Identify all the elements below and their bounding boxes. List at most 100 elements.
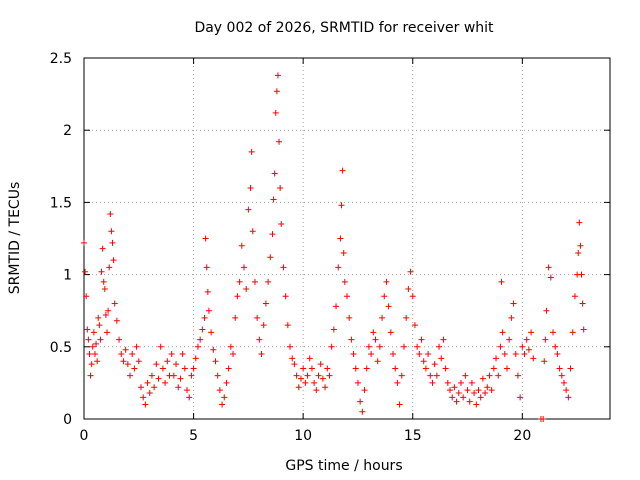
data-point [262,300,269,307]
data-point [105,307,112,314]
data-point [186,394,193,401]
data-point [297,375,304,382]
data-point [357,398,364,405]
data-point [510,300,517,307]
x-axis-label: GPS time / hours [285,458,402,474]
data-points [81,72,587,422]
data-point [175,384,182,391]
data-point [354,379,361,386]
data-point [88,361,95,368]
data-point [545,264,552,271]
data-point [479,375,486,382]
data-point [493,355,500,362]
data-point [457,379,464,386]
data-point [267,254,274,261]
data-point [385,303,392,310]
data-point [543,307,550,314]
data-point [431,361,438,368]
data-point [192,355,199,362]
data-point [289,355,296,362]
data-point [184,387,191,394]
data-point [541,358,548,365]
data-point [484,384,491,391]
data-point [462,372,469,379]
data-point [453,398,460,405]
data-point [89,343,96,350]
data-point [190,365,197,372]
data-point [99,245,106,252]
x-tick-labels: 0 5 10 15 20 [80,428,532,444]
data-point [563,387,570,394]
data-point [85,336,92,343]
data-point [571,293,578,300]
data-point [517,394,524,401]
data-point [234,293,241,300]
data-point [552,343,559,350]
data-point [260,322,267,329]
x-tick-label: 0 [80,428,89,444]
data-point [550,329,557,336]
data-point [87,372,94,379]
data-point [405,286,412,293]
data-point [525,346,532,353]
data-point [477,394,484,401]
data-point [433,372,440,379]
data-point [273,88,280,95]
data-point [438,355,445,362]
data-point [91,351,98,358]
data-point [580,326,587,333]
data-point [295,384,302,391]
data-point [271,170,278,177]
data-point [313,387,320,394]
data-point [116,336,123,343]
data-point [333,303,340,310]
data-point [468,379,475,386]
data-point [214,372,221,379]
data-point [409,293,416,300]
data-point [558,372,565,379]
data-point [110,257,117,264]
data-point [144,379,151,386]
data-point [387,329,394,336]
data-point [411,322,418,329]
data-point [565,394,572,401]
data-point [464,387,471,394]
data-point [230,351,237,358]
data-point [394,379,401,386]
data-point [159,365,166,372]
data-point [324,365,331,372]
data-point [335,264,342,271]
data-point [280,264,287,271]
data-point [556,365,563,372]
data-point [104,329,111,336]
data-point [530,355,537,362]
data-point [170,372,177,379]
data-point [486,372,493,379]
data-point [317,361,324,368]
data-point [282,293,289,300]
data-point [203,264,210,271]
data-point [365,343,372,350]
data-point [97,336,104,343]
data-point [227,343,234,350]
data-point [100,278,107,285]
data-point [503,365,510,372]
data-point [326,372,333,379]
data-point [554,351,561,358]
data-point [232,314,239,321]
data-point [277,184,284,191]
data-point [98,268,105,275]
data-point [519,343,526,350]
data-point [359,408,366,415]
data-point [151,384,158,391]
data-point [330,326,337,333]
data-point [341,278,348,285]
y-tick-label: 0.5 [50,340,72,356]
data-point [168,351,175,358]
data-point [153,361,160,368]
data-point [120,358,127,365]
data-point [177,375,184,382]
data-point [225,365,232,372]
data-point [101,286,108,293]
data-point [523,336,530,343]
